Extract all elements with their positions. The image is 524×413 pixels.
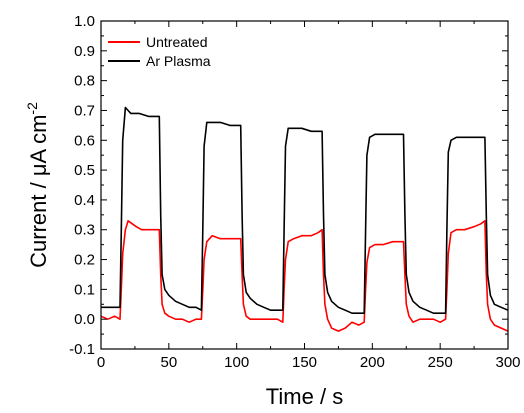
x-tick-label: 300 xyxy=(495,354,520,371)
y-tick-label: 0.6 xyxy=(74,132,95,149)
y-axis-title: Current / μA cm-2 xyxy=(24,102,51,268)
y-tick-label: 1.0 xyxy=(74,13,95,30)
series-line-untreated xyxy=(100,220,509,332)
y-tick-label: 0.1 xyxy=(74,281,95,298)
legend: Untreated Ar Plasma xyxy=(108,34,211,69)
x-tick-label: 250 xyxy=(428,354,453,371)
y-tick-label: 0.8 xyxy=(74,73,95,90)
x-tick-label: 150 xyxy=(292,354,317,371)
series-line-ar-plasma xyxy=(101,106,509,315)
y-axis-title-main: Current / xyxy=(26,176,51,268)
legend-label-untreated: Untreated xyxy=(146,34,207,50)
x-tick-label: 100 xyxy=(224,354,249,371)
x-tick-label: 200 xyxy=(360,354,385,371)
x-tick-label: 50 xyxy=(160,354,177,371)
y-tick-label: -0.1 xyxy=(69,341,95,358)
y-tick-label: 0.4 xyxy=(74,192,95,209)
y-tick-label: 0.9 xyxy=(74,43,95,60)
y-tick-label: 0.0 xyxy=(74,311,95,328)
series-layer xyxy=(100,106,509,332)
y-axis-title-superscript: -2 xyxy=(24,102,40,115)
y-tick-label: 0.2 xyxy=(74,252,95,269)
y-axis-title-unit: A cm xyxy=(26,115,51,164)
x-tick-label: 0 xyxy=(97,354,105,371)
y-tick-label: 0.7 xyxy=(74,102,95,119)
y-tick-label: 0.5 xyxy=(74,162,95,179)
y-tick-label: 0.3 xyxy=(74,222,95,239)
y-axis-title-mu: μ xyxy=(26,163,51,176)
x-axis-title: Time / s xyxy=(266,384,343,409)
legend-label-ar-plasma: Ar Plasma xyxy=(146,53,211,69)
ticks-layer: 0 50 100 150 200 250 300 -0.1 0.0 0.1 0.2 0.3 0.4 0.5… xyxy=(69,13,520,371)
